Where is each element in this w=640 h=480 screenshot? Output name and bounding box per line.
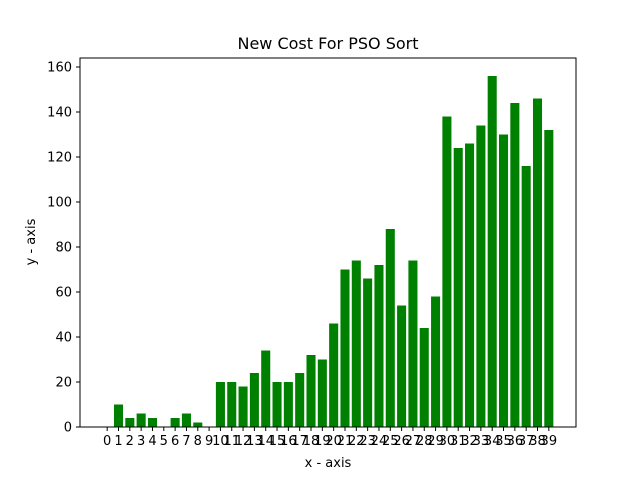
x-tick-label: 24 — [371, 434, 388, 449]
bar-28 — [419, 328, 429, 427]
bar-25 — [385, 229, 395, 427]
bar-20 — [329, 323, 339, 427]
x-tick-label: 18 — [303, 434, 320, 449]
bar-10 — [215, 382, 225, 427]
bar-27 — [408, 260, 418, 427]
bar-3 — [136, 413, 146, 427]
bar-21 — [340, 269, 350, 427]
x-tick-label: 4 — [148, 434, 156, 449]
x-tick-label: 2 — [126, 434, 134, 449]
bar-29 — [431, 296, 441, 427]
bar-23 — [363, 278, 373, 427]
y-tick-label: 160 — [47, 61, 72, 76]
x-tick-label: 23 — [359, 434, 376, 449]
x-tick-label: 39 — [541, 434, 558, 449]
x-tick-label: 34 — [484, 434, 501, 449]
bar-39 — [544, 130, 554, 427]
x-tick-label: 7 — [182, 434, 190, 449]
x-tick-label: 6 — [171, 434, 179, 449]
x-tick-label: 12 — [235, 434, 252, 449]
bar-17 — [295, 373, 305, 427]
x-tick-label: 27 — [405, 434, 422, 449]
y-tick-label: 100 — [47, 196, 72, 211]
x-tick-label: 38 — [529, 434, 546, 449]
x-tick-label: 11 — [223, 434, 240, 449]
x-tick-label: 17 — [291, 434, 308, 449]
bar-14 — [261, 350, 271, 427]
x-tick-label: 9 — [205, 434, 213, 449]
y-tick-label: 20 — [55, 376, 72, 391]
x-tick-label: 28 — [416, 434, 433, 449]
bars-group — [113, 76, 554, 427]
x-tick-label: 31 — [450, 434, 467, 449]
y-tick-label: 0 — [64, 421, 72, 436]
bar-24 — [374, 265, 384, 427]
bar-12 — [238, 386, 248, 427]
bar-2 — [125, 418, 135, 427]
bar-35 — [498, 134, 509, 427]
y-tick-label: 80 — [55, 241, 72, 256]
x-tick-label: 33 — [473, 434, 490, 449]
y-axis-ticks: 0 20 40 60 80 100 120 140 160 — [47, 61, 80, 436]
bar-38 — [532, 98, 543, 427]
bar-30 — [442, 116, 452, 427]
bar-31 — [453, 148, 463, 427]
x-tick-label: 29 — [427, 434, 444, 449]
x-tick-label: 0 — [103, 434, 111, 449]
x-tick-label: 13 — [246, 434, 263, 449]
x-tick-label: 16 — [280, 434, 297, 449]
bar-15 — [272, 382, 282, 427]
bar-36 — [510, 103, 520, 427]
bar-34 — [487, 76, 497, 427]
x-axis-ticks: 0 1 2 3 4 5 6 7 8 9101112131415161718192021222324… — [103, 427, 557, 449]
x-tick-label: 37 — [518, 434, 535, 449]
x-tick-label: 35 — [495, 434, 512, 449]
x-tick-label: 25 — [382, 434, 399, 449]
bar-1 — [113, 404, 124, 427]
x-tick-label: 14 — [257, 434, 274, 449]
x-tick-label: 30 — [439, 434, 456, 449]
x-axis-label: x - axis — [305, 456, 352, 471]
bar-7 — [181, 413, 191, 427]
x-tick-label: 15 — [269, 434, 286, 449]
y-tick-label: 120 — [47, 151, 72, 166]
y-tick-label: 40 — [55, 331, 72, 346]
bar-16 — [283, 382, 293, 427]
y-axis-label: y - axis — [24, 218, 39, 265]
x-tick-label: 3 — [137, 434, 145, 449]
x-tick-label: 26 — [393, 434, 410, 449]
bar-8 — [193, 422, 203, 427]
x-tick-label: 8 — [194, 434, 202, 449]
bar-22 — [351, 260, 361, 427]
x-tick-label: 22 — [348, 434, 365, 449]
x-tick-label: 5 — [160, 434, 168, 449]
plot-frame — [79, 57, 577, 428]
y-tick-label: 140 — [47, 106, 72, 121]
x-tick-label: 21 — [337, 434, 354, 449]
bar-26 — [397, 305, 407, 427]
x-tick-label: 32 — [461, 434, 478, 449]
bar-19 — [317, 359, 327, 427]
bar-6 — [170, 418, 180, 427]
x-tick-label: 36 — [507, 434, 524, 449]
x-tick-label: 19 — [314, 434, 331, 449]
x-tick-label: 20 — [325, 434, 342, 449]
x-tick-label: 1 — [114, 434, 122, 449]
chart-title: New Cost For PSO Sort — [237, 34, 418, 53]
bar-33 — [476, 125, 486, 427]
bar-18 — [306, 355, 316, 427]
bar-37 — [521, 166, 531, 427]
bar-13 — [249, 373, 259, 427]
bar-32 — [465, 143, 475, 427]
y-tick-label: 60 — [55, 286, 72, 301]
bar-11 — [227, 382, 237, 427]
x-tick-label: 10 — [212, 434, 229, 449]
bar-4 — [147, 418, 158, 427]
